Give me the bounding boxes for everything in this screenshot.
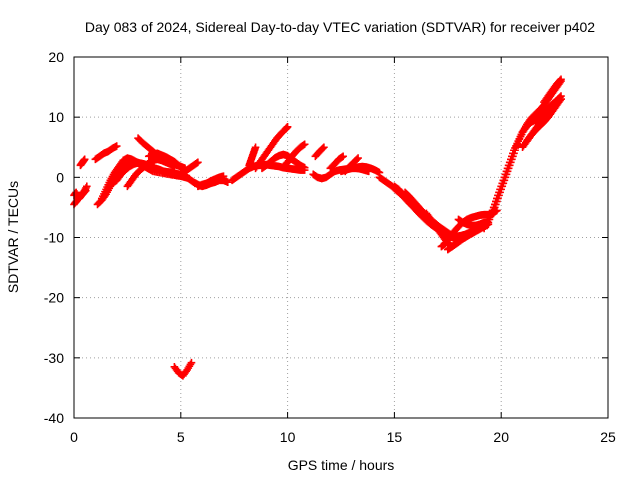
data-point bbox=[500, 176, 509, 185]
data-point bbox=[510, 149, 518, 158]
data-point bbox=[501, 173, 510, 182]
x-tick-label: 0 bbox=[70, 429, 78, 445]
series-arc-r bbox=[279, 140, 309, 171]
y-tick-label: -20 bbox=[44, 290, 64, 306]
plot-frame bbox=[73, 56, 609, 419]
data-point bbox=[499, 179, 508, 188]
series-arc-ad bbox=[454, 215, 488, 230]
data-point bbox=[495, 191, 503, 200]
data-point bbox=[505, 161, 514, 170]
data-point bbox=[503, 167, 512, 176]
data-point bbox=[557, 95, 565, 103]
data-point bbox=[485, 215, 494, 224]
y-tick-label: 0 bbox=[56, 169, 64, 185]
x-tick-label: 25 bbox=[600, 429, 616, 445]
data-point bbox=[112, 142, 121, 150]
data-point bbox=[492, 200, 500, 209]
grid-lines bbox=[74, 57, 608, 418]
data-point bbox=[81, 186, 90, 195]
data-point bbox=[353, 155, 361, 163]
data-point bbox=[489, 206, 498, 215]
series-arc-p bbox=[251, 122, 292, 173]
data-point bbox=[496, 188, 504, 197]
series-arc-ag bbox=[488, 77, 565, 218]
series-arc-ai bbox=[518, 95, 565, 152]
series-arc-j bbox=[144, 149, 187, 173]
y-tick-label: -40 bbox=[44, 410, 64, 426]
y-tick-label: -10 bbox=[44, 230, 64, 246]
data-point bbox=[508, 155, 516, 164]
series-arc-c bbox=[76, 155, 89, 170]
series-arc-m bbox=[194, 172, 228, 191]
x-tick-label: 20 bbox=[493, 429, 509, 445]
y-tick-label: 10 bbox=[48, 109, 64, 125]
data-point bbox=[498, 182, 507, 191]
series-arc-ak bbox=[170, 358, 196, 380]
data-point bbox=[187, 358, 196, 367]
data-point bbox=[509, 152, 517, 161]
data-point bbox=[469, 227, 478, 236]
y-tick-label: 20 bbox=[48, 49, 64, 65]
data-point bbox=[81, 187, 89, 196]
x-tick-label: 15 bbox=[387, 429, 403, 445]
data-point bbox=[300, 163, 309, 172]
data-point bbox=[502, 170, 511, 179]
data-point bbox=[511, 146, 519, 155]
series-arc-x bbox=[375, 173, 478, 241]
data-point bbox=[219, 172, 228, 180]
data-point bbox=[513, 140, 522, 149]
data-point bbox=[490, 203, 499, 212]
data-points bbox=[70, 75, 565, 380]
y-axis-label: SDTVAR / TECUs bbox=[5, 181, 21, 293]
data-point bbox=[223, 178, 232, 186]
series-arc-s bbox=[311, 143, 328, 161]
data-point bbox=[557, 75, 565, 84]
series-arc-q bbox=[258, 150, 309, 173]
data-point bbox=[494, 194, 502, 203]
data-point bbox=[300, 140, 309, 149]
data-point bbox=[83, 182, 91, 191]
axis-ticks: 0 5 10 15 20 25 -40 -30 -20 -10 0 10 20 bbox=[44, 49, 616, 445]
data-point bbox=[283, 122, 292, 131]
x-tick-label: 10 bbox=[280, 429, 296, 445]
data-point bbox=[194, 158, 202, 167]
x-tick-label: 5 bbox=[177, 429, 185, 445]
series-arc-ac bbox=[444, 227, 478, 254]
series-arc-w bbox=[337, 162, 384, 177]
series-arc-d bbox=[91, 142, 121, 164]
series-arc-o bbox=[245, 143, 260, 170]
series-arc-b bbox=[70, 186, 90, 203]
data-point bbox=[80, 155, 89, 164]
data-point bbox=[319, 144, 327, 153]
data-point bbox=[484, 218, 493, 227]
data-point bbox=[339, 152, 347, 161]
data-point bbox=[354, 154, 362, 162]
data-point bbox=[251, 143, 260, 152]
data-point bbox=[497, 185, 505, 194]
data-point bbox=[493, 197, 501, 206]
data-point bbox=[488, 209, 497, 218]
series-arc-l bbox=[181, 158, 202, 176]
series-arc-u bbox=[326, 152, 347, 173]
data-point bbox=[320, 143, 328, 152]
chart-title: Day 083 of 2024, Sidereal Day-to-day VTE… bbox=[85, 19, 595, 35]
y-tick-label: -30 bbox=[44, 350, 64, 366]
x-axis-label: GPS time / hours bbox=[288, 457, 395, 473]
data-point bbox=[512, 143, 520, 152]
data-point bbox=[504, 164, 513, 173]
series-arc-aj bbox=[540, 75, 565, 106]
data-point bbox=[507, 158, 515, 167]
